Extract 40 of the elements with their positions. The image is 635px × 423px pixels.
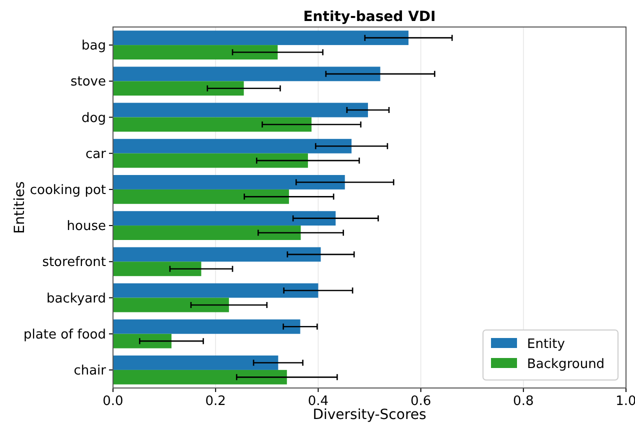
bar xyxy=(113,356,278,370)
bar xyxy=(113,102,368,118)
bar xyxy=(113,117,312,132)
bar xyxy=(113,370,287,384)
bar xyxy=(113,226,301,240)
bar xyxy=(113,153,308,168)
bar xyxy=(113,211,336,226)
y-tick-label: backyard xyxy=(46,291,106,306)
bar xyxy=(113,138,352,154)
bar xyxy=(113,298,229,312)
x-axis-title: Diversity-Scores xyxy=(312,407,426,423)
bar xyxy=(113,81,244,96)
bar xyxy=(113,66,380,82)
bar xyxy=(113,175,345,190)
y-tick-label: storefront xyxy=(42,255,106,270)
bar xyxy=(113,45,278,60)
y-axis-title: Entities xyxy=(12,181,28,234)
bar xyxy=(113,189,289,204)
bar xyxy=(113,334,172,348)
legend-label: Background xyxy=(527,357,605,372)
bar xyxy=(113,247,321,262)
x-tick-label: 0.8 xyxy=(513,394,534,409)
y-tick-label: chair xyxy=(74,363,107,378)
x-tick-label: 0.6 xyxy=(410,394,432,409)
y-tick-label: cooking pot xyxy=(30,182,106,198)
y-tick-label: plate of food xyxy=(24,327,106,342)
y-tick-label: bag xyxy=(82,38,106,54)
bar xyxy=(113,262,202,276)
y-tick-label: dog xyxy=(82,110,106,126)
bar xyxy=(113,30,408,46)
legend-label: Entity xyxy=(527,337,566,352)
y-tick-label: stove xyxy=(70,74,106,90)
chart-title: Entity-based VDI xyxy=(303,9,436,25)
bar xyxy=(113,319,300,334)
y-tick-label: car xyxy=(86,146,107,162)
bar xyxy=(113,283,318,298)
x-tick-label: 0.0 xyxy=(102,394,124,409)
x-tick-label: 0.2 xyxy=(205,394,226,409)
x-tick-label: 0.4 xyxy=(308,394,329,409)
y-tick-label: house xyxy=(66,219,106,234)
